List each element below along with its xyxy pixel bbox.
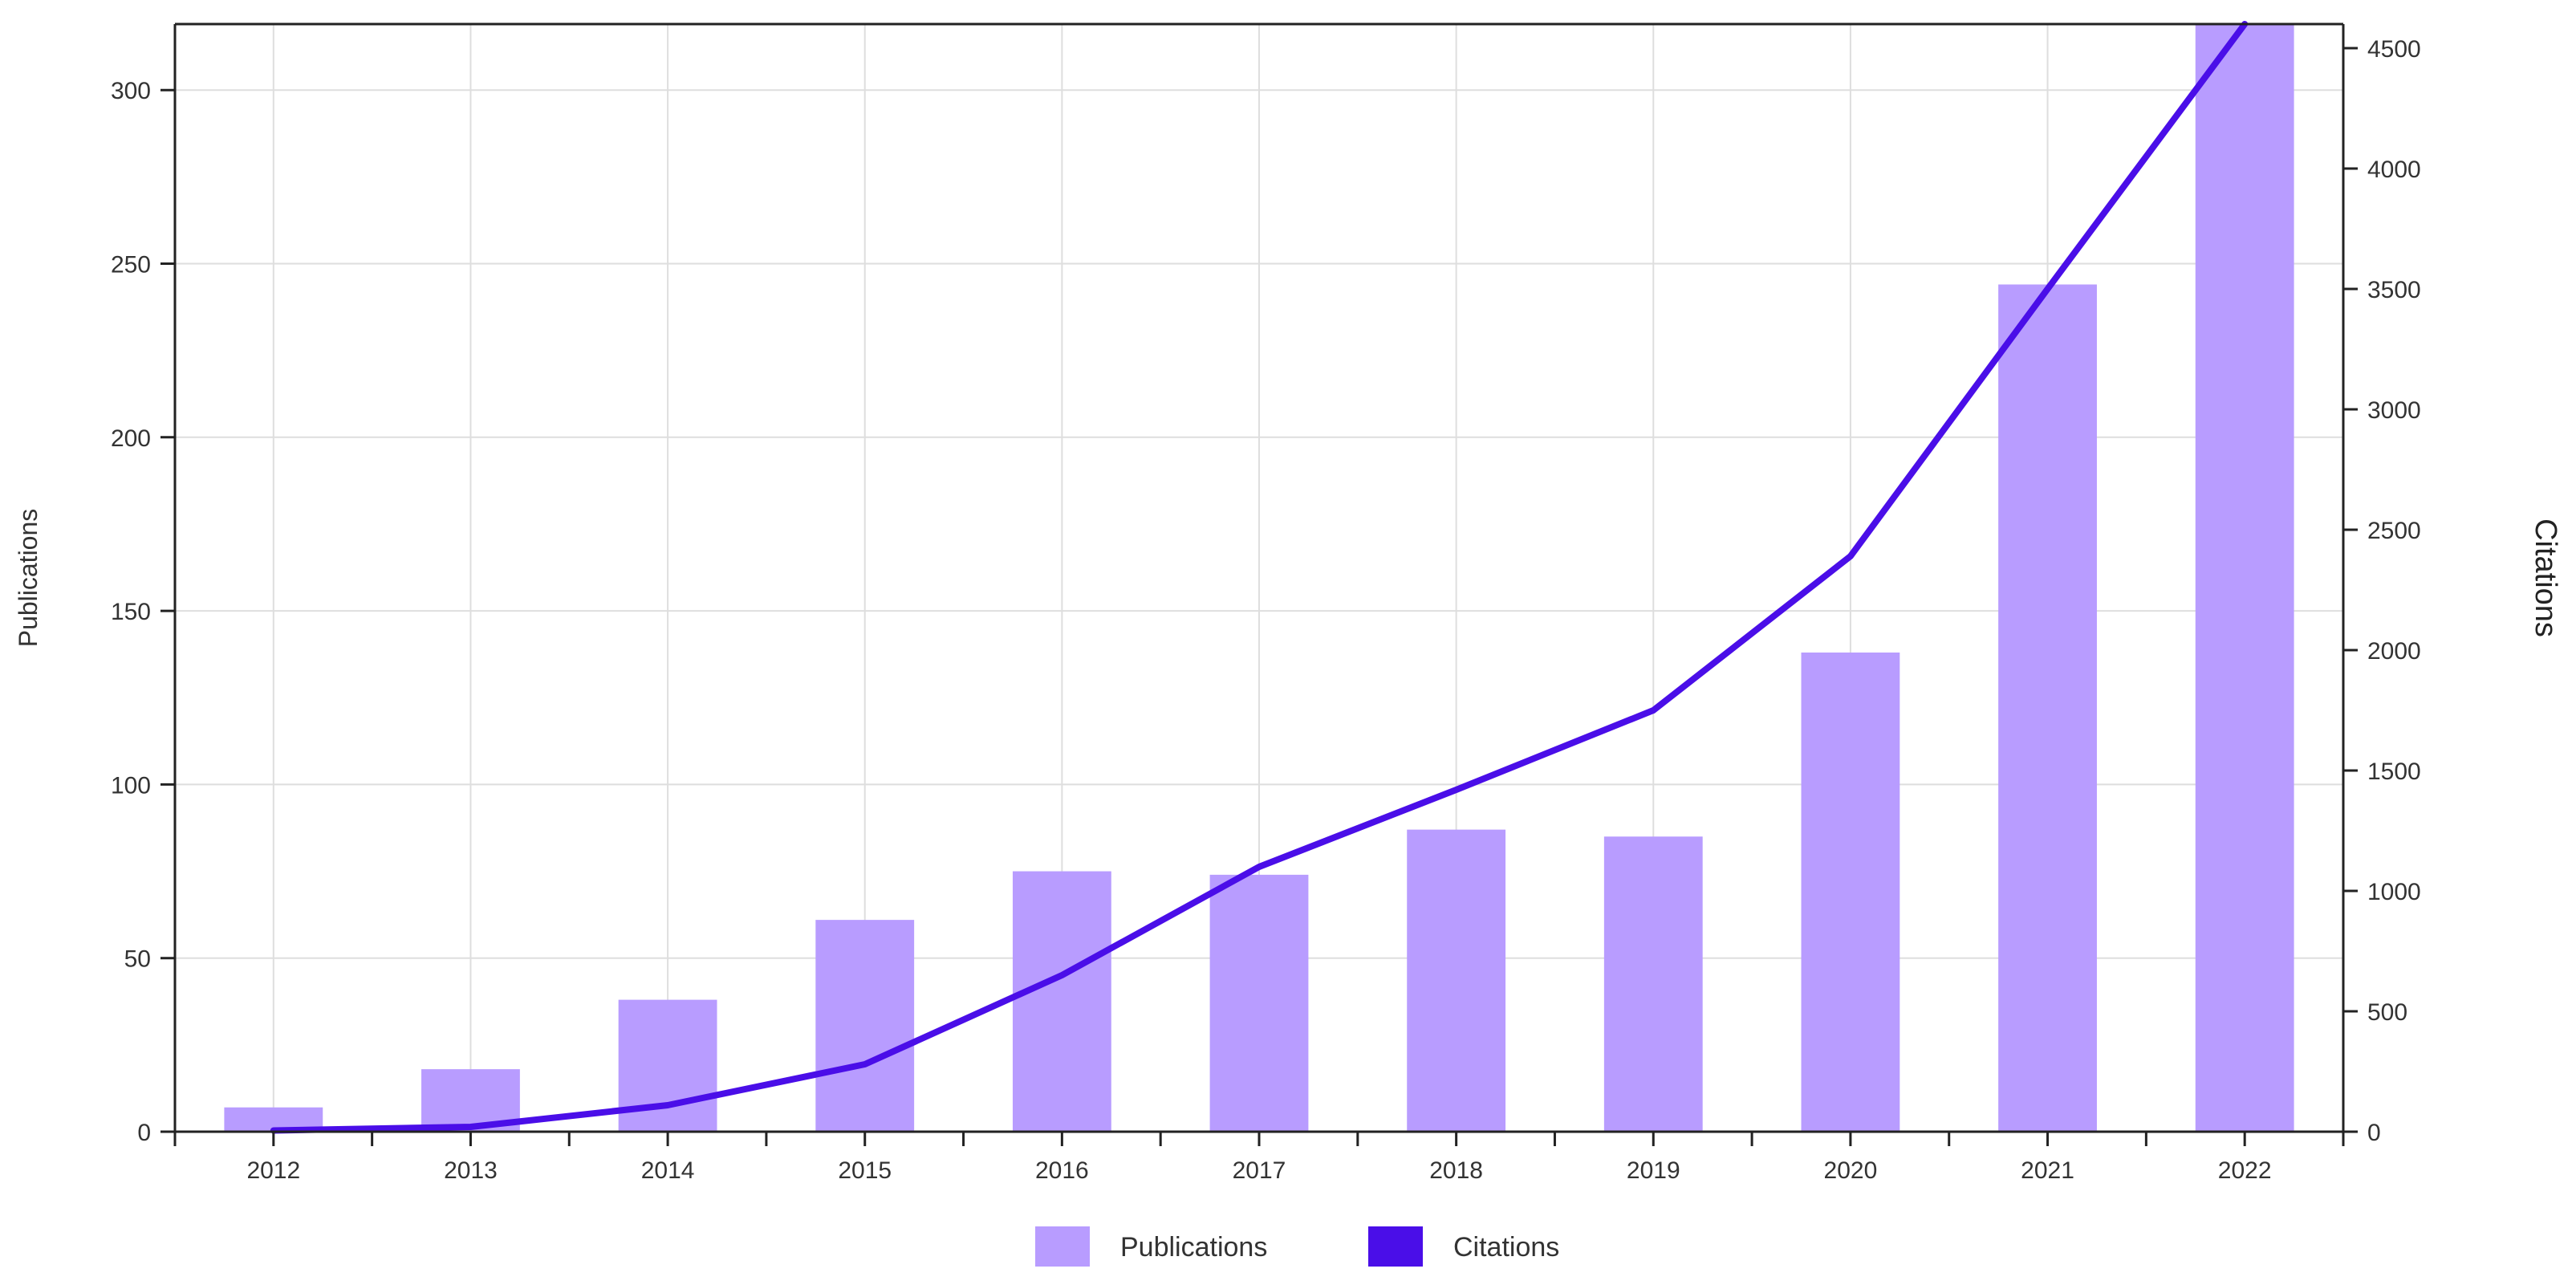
x-tick-label: 2016 bbox=[1035, 1157, 1089, 1184]
y-tick-label: 150 bbox=[111, 599, 151, 625]
y-tick-label: 0 bbox=[137, 1120, 151, 1146]
bar-publications-2020 bbox=[1801, 653, 1900, 1132]
y2-axis-title: Citations bbox=[2529, 518, 2562, 637]
y-tick-label: 200 bbox=[111, 425, 151, 452]
axis-labels: 2012 2013 2014 2015 2016 2017 2018 2019 2020 2021… bbox=[14, 36, 2562, 1184]
y2-tick-label: 3000 bbox=[2367, 397, 2421, 424]
y-tick-label: 100 bbox=[111, 772, 151, 799]
bar-publications-2017 bbox=[1209, 874, 1309, 1132]
legend-swatch bbox=[1035, 1226, 1090, 1267]
legend-label: Citations bbox=[1453, 1232, 1559, 1263]
axes bbox=[160, 22, 2358, 1146]
legend-label: Publications bbox=[1120, 1232, 1267, 1263]
legend-item-publications: Publications bbox=[1035, 1226, 1267, 1267]
x-tick-label: 2022 bbox=[2218, 1157, 2272, 1184]
x-tick-label: 2014 bbox=[641, 1157, 695, 1184]
y2-tick-label: 3500 bbox=[2367, 277, 2421, 303]
y2-tick-label: 4500 bbox=[2367, 36, 2421, 63]
y2-tick-label: 0 bbox=[2367, 1120, 2381, 1146]
x-tick-label: 2018 bbox=[1429, 1157, 1483, 1184]
y2-tick-label: 2500 bbox=[2367, 518, 2421, 544]
x-tick-label: 2015 bbox=[838, 1157, 892, 1184]
legend: Publications Citations bbox=[1035, 1226, 1559, 1267]
x-tick-label: 2012 bbox=[246, 1157, 300, 1184]
y2-tick-label: 500 bbox=[2367, 999, 2407, 1026]
legend-item-citations: Citations bbox=[1368, 1226, 1559, 1267]
bar-publications-2015 bbox=[815, 920, 915, 1132]
bar-publications-2021 bbox=[1998, 284, 2097, 1132]
bar-publications-2016 bbox=[1012, 871, 1111, 1132]
y2-tick-label: 4000 bbox=[2367, 157, 2421, 183]
y-tick-label: 300 bbox=[111, 78, 151, 104]
y-tick-label: 250 bbox=[111, 251, 151, 278]
legend-swatch bbox=[1368, 1226, 1423, 1267]
bar-publications-2018 bbox=[1407, 829, 1506, 1132]
y2-tick-label: 1000 bbox=[2367, 879, 2421, 905]
y2-tick-label: 1500 bbox=[2367, 758, 2421, 785]
y-axis-title: Publications bbox=[14, 509, 43, 648]
x-tick-label: 2017 bbox=[1233, 1157, 1286, 1184]
x-tick-label: 2021 bbox=[2021, 1157, 2074, 1184]
y2-tick-label: 2000 bbox=[2367, 638, 2421, 665]
bar-publications-2019 bbox=[1603, 836, 1703, 1132]
x-tick-label: 2019 bbox=[1627, 1157, 1680, 1184]
bar-publications-2022 bbox=[2195, 24, 2294, 1132]
y-tick-label: 50 bbox=[124, 946, 151, 973]
x-tick-label: 2013 bbox=[444, 1157, 498, 1184]
x-tick-label: 2020 bbox=[1824, 1157, 1878, 1184]
